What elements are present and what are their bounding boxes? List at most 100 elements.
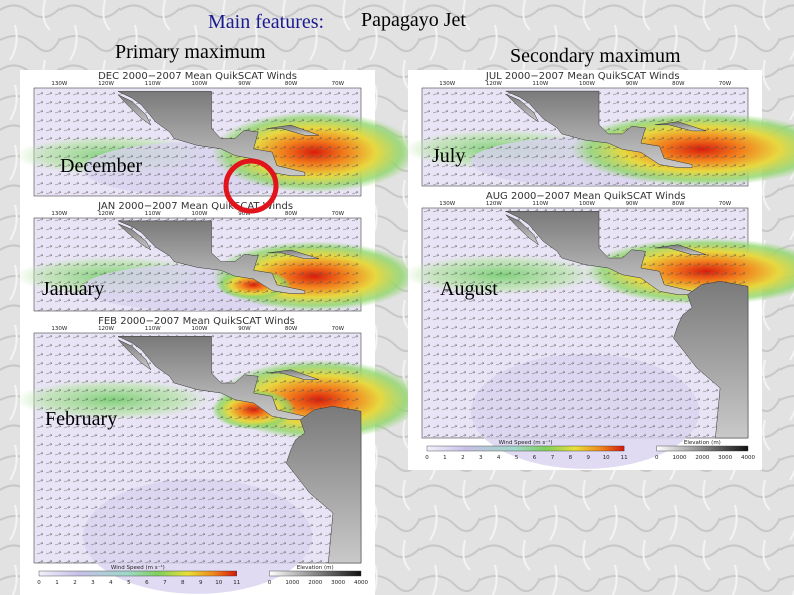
lon-label: 110W [145, 211, 161, 217]
lon-label: 80W [672, 81, 685, 87]
elevation-tick: 2000 [308, 580, 322, 586]
month-label: February [45, 408, 117, 430]
elevation-tick: 3000 [718, 455, 732, 461]
wind-tick: 4 [497, 455, 501, 461]
lon-label: 130W [439, 81, 455, 87]
lon-label: 70W [719, 201, 732, 207]
lon-label: 90W [626, 201, 639, 207]
wind-tick: 0 [425, 455, 429, 461]
lon-label: 90W [238, 81, 251, 87]
lon-label: 80W [285, 211, 298, 217]
lon-label: 110W [145, 326, 161, 332]
land [117, 91, 306, 177]
lon-label: 120W [98, 326, 114, 332]
lon-label: 90W [238, 326, 251, 332]
lon-label: 80W [285, 326, 298, 332]
wind-tick: 1 [55, 580, 59, 586]
map-title: FEB 2000−2007 Mean QuikSCAT Winds [98, 316, 295, 327]
lon-label: 120W [98, 211, 114, 217]
lon-label: 110W [145, 81, 161, 87]
elevation-tick: 2000 [695, 455, 709, 461]
wind-colorbar [426, 445, 625, 452]
land [117, 223, 152, 251]
land [267, 369, 320, 380]
wind-tick: 6 [533, 455, 537, 461]
title-prefix: Main features: [208, 11, 324, 33]
lon-label: 100W [579, 81, 595, 87]
lon-label: 130W [51, 81, 67, 87]
wind-tick: 11 [233, 580, 240, 586]
lon-label: 100W [192, 211, 208, 217]
wind-tick: 7 [551, 455, 555, 461]
land [267, 249, 320, 259]
title: Papagayo Jet [361, 9, 466, 31]
wind-tick: 10 [603, 455, 610, 461]
lon-label: 80W [285, 81, 298, 87]
lon-label: 130W [51, 326, 67, 332]
elevation-tick: 1000 [673, 455, 687, 461]
lon-label: 100W [192, 81, 208, 87]
lon-label: 120W [98, 81, 114, 87]
lon-label: 120W [486, 81, 502, 87]
wind-label: Wind Speed (m s⁻¹) [111, 564, 165, 571]
month-label: January [42, 278, 104, 300]
lon-label: 70W [332, 81, 345, 87]
wind-tick: 11 [621, 455, 628, 461]
month-label: August [440, 278, 498, 300]
elevation-colorbar [269, 570, 362, 577]
map-title: JAN 2000−2007 Mean QuikSCAT Winds [97, 201, 293, 212]
land [286, 406, 362, 564]
wind-tick: 3 [91, 580, 95, 586]
wind-tick: 2 [73, 580, 77, 586]
wind-tick: 0 [37, 580, 41, 586]
lon-label: 110W [532, 81, 548, 87]
elevation-tick: 1000 [285, 580, 299, 586]
lon-label: 120W [486, 201, 502, 207]
land [118, 220, 306, 294]
map-title: AUG 2000−2007 Mean QuikSCAT Winds [486, 191, 686, 202]
map-panel: JUL 2000−2007 Mean QuikSCAT Winds 130W 120… [403, 70, 794, 190]
elevation-tick: 0 [268, 580, 272, 586]
lon-label: 130W [51, 211, 67, 217]
lon-label: 90W [626, 81, 639, 87]
wind-tick: 9 [199, 580, 203, 586]
wind-label: Wind Speed (m s⁻¹) [499, 439, 553, 446]
wind-tick: 9 [587, 455, 591, 461]
left-heading: Primary maximum [115, 41, 266, 63]
land [117, 339, 152, 371]
lon-label: 100W [192, 326, 208, 332]
wind-tick: 8 [181, 580, 185, 586]
wind-tick: 2 [461, 455, 465, 461]
wind-tick: 10 [215, 580, 222, 586]
elevation-tick: 3000 [331, 580, 345, 586]
elevation-tick: 0 [655, 455, 659, 461]
wind-tick: 4 [109, 580, 113, 586]
map-panel: JAN 2000−2007 Mean QuikSCAT Winds 130W 120… [15, 200, 418, 315]
lon-label: 110W [532, 201, 548, 207]
wind-tick: 5 [127, 580, 131, 586]
land [505, 214, 540, 246]
land [267, 124, 320, 136]
elevation-tick: 4000 [354, 580, 368, 586]
elevation-colorbar [656, 445, 749, 452]
month-label: July [432, 145, 465, 167]
land [654, 244, 707, 255]
wind-tick: 1 [443, 455, 447, 461]
map-panel: DEC 2000−2007 Mean QuikSCAT Winds 130W 120… [15, 70, 418, 200]
elevation-tick: 4000 [741, 455, 755, 461]
wind-tick: 3 [479, 455, 483, 461]
lon-label: 80W [672, 201, 685, 207]
wind-tick: 7 [163, 580, 167, 586]
lon-label: 70W [332, 326, 345, 332]
lon-label: 100W [579, 201, 595, 207]
map-title: JUL 2000−2007 Mean QuikSCAT Winds [485, 71, 680, 82]
month-label: December [60, 155, 143, 177]
land [117, 94, 152, 126]
lon-label: 90W [238, 211, 251, 217]
elevation-label: Elevation (m) [297, 565, 334, 571]
highlight-circle [223, 158, 279, 214]
lon-label: 130W [439, 201, 455, 207]
